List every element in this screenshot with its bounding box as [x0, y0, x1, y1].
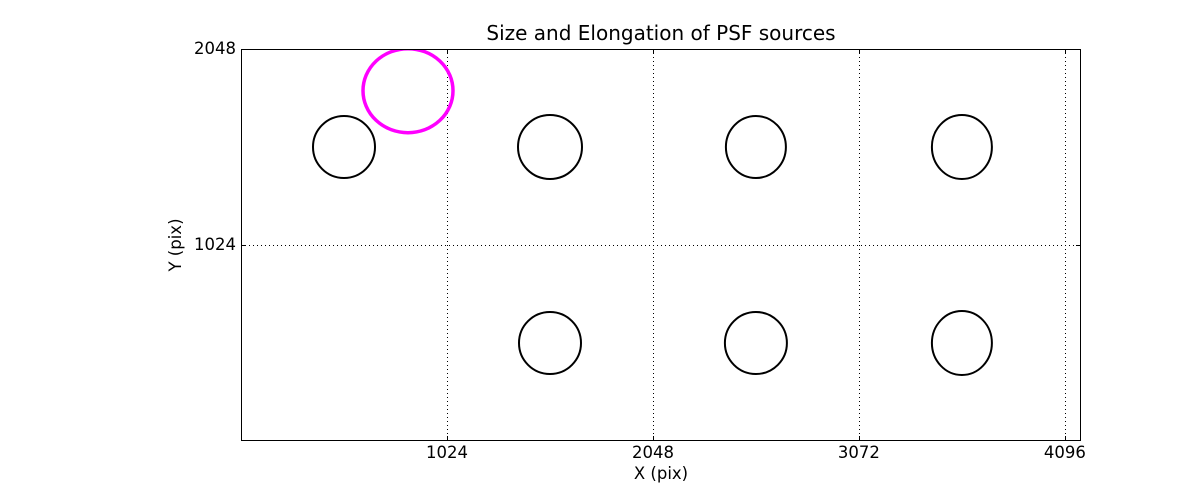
plot-area — [241, 49, 1081, 441]
y-tick-label-1024: 1024 — [194, 235, 236, 254]
psf-ellipse — [930, 114, 993, 180]
x-axis-label: X (pix) — [633, 464, 689, 483]
psf-ellipse — [723, 311, 788, 375]
psf-ellipse — [518, 311, 582, 375]
x-tick-label-4096: 4096 — [1043, 443, 1086, 462]
chart-title: Size and Elongation of PSF sources — [486, 21, 836, 45]
psf-ellipse-highlighted — [361, 49, 455, 135]
psf-ellipse — [930, 310, 993, 376]
chart-canvas — [241, 49, 1081, 441]
psf-ellipse — [312, 115, 376, 179]
x-tick-label-2048: 2048 — [631, 443, 674, 462]
y-tick-label-2048: 2048 — [194, 39, 236, 58]
x-tick-label-3072: 3072 — [837, 443, 880, 462]
psf-ellipse — [724, 115, 787, 179]
x-tick-label-1024: 1024 — [425, 443, 468, 462]
psf-ellipse — [517, 114, 583, 180]
y-axis-label: Y (pix) — [166, 218, 185, 272]
axes-frame — [241, 49, 1081, 441]
